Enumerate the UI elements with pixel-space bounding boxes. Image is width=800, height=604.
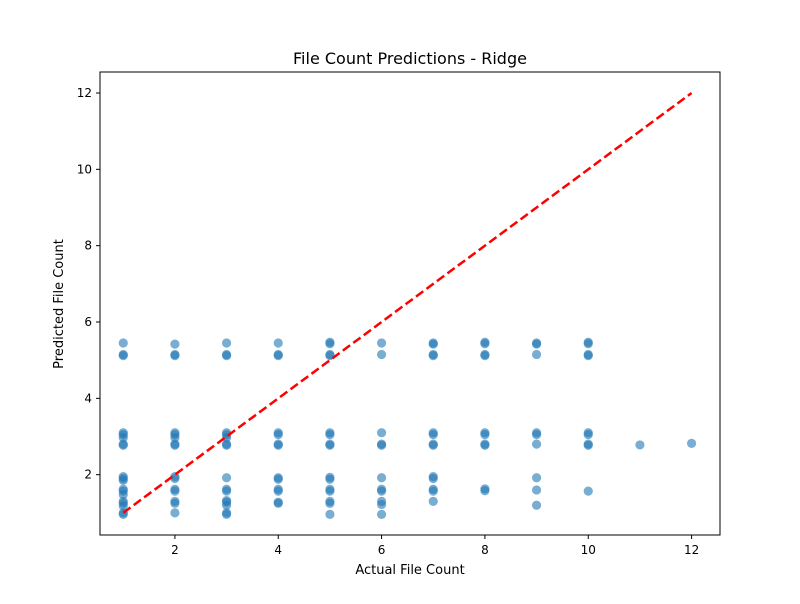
data-point <box>376 428 387 438</box>
data-point <box>531 339 542 349</box>
data-point <box>583 430 593 440</box>
plot-area-frame <box>99 71 721 536</box>
data-point <box>376 486 387 496</box>
data-point <box>118 489 128 500</box>
data-point <box>221 500 232 510</box>
data-point <box>170 508 180 518</box>
data-point <box>583 440 593 450</box>
data-point <box>686 438 697 448</box>
data-point <box>635 440 645 450</box>
data-point <box>221 473 232 483</box>
y-axis-label: Predicted File Count <box>52 239 67 369</box>
data-point <box>376 349 387 360</box>
x-tick-label: 10 <box>581 543 596 557</box>
data-point <box>480 430 490 440</box>
data-point <box>480 486 490 496</box>
reference-line <box>122 91 693 514</box>
data-point <box>376 499 387 510</box>
data-point <box>273 474 283 484</box>
data-point <box>376 509 387 519</box>
y-tick-label: 4 <box>84 391 92 405</box>
data-point <box>325 509 335 519</box>
data-point <box>428 351 438 361</box>
data-point <box>170 440 180 450</box>
x-tick-label: 4 <box>274 543 282 557</box>
data-point <box>273 440 283 450</box>
data-point <box>170 339 180 349</box>
data-point <box>480 440 490 450</box>
data-point <box>118 338 128 348</box>
data-point <box>170 486 180 496</box>
data-point <box>428 339 438 349</box>
data-point <box>325 486 335 496</box>
data-point <box>325 440 335 450</box>
points-layer <box>118 337 697 519</box>
data-point <box>531 349 542 360</box>
data-point <box>531 500 542 510</box>
data-point <box>583 339 593 349</box>
data-point <box>376 338 387 348</box>
x-axis-label: Actual File Count <box>355 563 464 578</box>
data-point <box>480 339 490 349</box>
data-point <box>325 430 335 440</box>
data-point <box>221 440 232 450</box>
data-point <box>221 338 232 348</box>
data-point <box>170 433 180 443</box>
x-tick-label: 2 <box>171 543 179 557</box>
data-point <box>273 351 283 361</box>
y-tick-label: 6 <box>84 315 92 329</box>
y-tick-label: 2 <box>84 468 92 482</box>
data-point <box>170 473 180 484</box>
y-tick-label: 10 <box>77 162 92 176</box>
data-point <box>221 486 232 496</box>
data-point <box>118 440 128 450</box>
data-point <box>170 351 180 361</box>
y-tick-label: 8 <box>84 239 92 253</box>
data-point <box>428 486 438 496</box>
data-point <box>170 498 180 508</box>
data-point <box>428 496 438 507</box>
data-point <box>221 509 232 519</box>
y-tick-label: 12 <box>77 86 92 100</box>
data-point <box>273 486 283 496</box>
data-point <box>221 351 232 361</box>
data-point <box>118 501 128 511</box>
data-point <box>273 430 283 440</box>
data-point <box>428 473 438 484</box>
data-point <box>428 430 438 440</box>
reference-line-layer <box>122 91 693 514</box>
data-point <box>118 351 128 361</box>
x-tick-label: 12 <box>684 543 699 557</box>
data-point <box>428 440 438 450</box>
data-point <box>118 475 128 486</box>
data-point <box>376 440 387 450</box>
data-point <box>531 430 542 440</box>
data-point <box>325 474 335 484</box>
x-tick-label: 8 <box>481 543 489 557</box>
data-point <box>325 339 335 349</box>
data-point <box>273 338 283 348</box>
chart-title: File Count Predictions - Ridge <box>293 49 527 68</box>
data-point <box>273 498 283 508</box>
data-point <box>531 485 542 495</box>
data-point <box>531 473 542 483</box>
data-point <box>480 351 490 361</box>
y-axis-ticks: 2 4 6 8 10 12 <box>77 86 100 482</box>
data-point <box>118 433 128 443</box>
x-tick-label: 6 <box>378 543 386 557</box>
data-point <box>583 351 593 361</box>
data-point <box>583 486 593 496</box>
data-point <box>376 473 387 483</box>
data-point <box>325 498 335 508</box>
x-axis-ticks: 2 4 6 8 10 12 <box>171 535 699 557</box>
data-point <box>531 439 542 449</box>
